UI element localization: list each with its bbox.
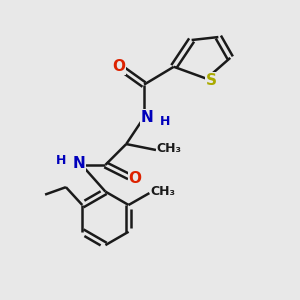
Text: O: O [129, 171, 142, 186]
Text: CH₃: CH₃ [157, 142, 182, 155]
Text: N: N [72, 156, 85, 171]
Text: S: S [206, 73, 216, 88]
Text: CH₃: CH₃ [150, 185, 175, 198]
Text: H: H [160, 115, 170, 128]
Text: H: H [56, 154, 66, 167]
Text: N: N [141, 110, 153, 125]
Text: O: O [112, 59, 125, 74]
